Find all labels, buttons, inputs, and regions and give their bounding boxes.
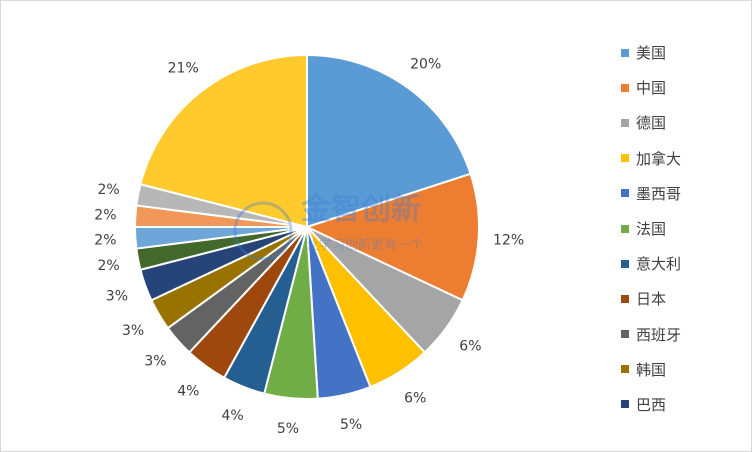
legend-item: 巴西 xyxy=(621,387,681,422)
legend-label: 中国 xyxy=(636,79,667,98)
legend-swatch xyxy=(621,189,629,198)
legend-item: 意大利 xyxy=(621,246,681,281)
data-label-日本: 4% xyxy=(177,383,199,399)
data-label-加拿大: 6% xyxy=(404,391,426,407)
data-label-西班牙: 3% xyxy=(144,354,166,370)
legend-label: 加拿大 xyxy=(636,149,682,168)
legend-swatch xyxy=(621,330,629,339)
legend-label: 巴西 xyxy=(636,395,667,414)
legend-item: 西班牙 xyxy=(621,317,681,352)
legend-label: 美国 xyxy=(636,44,667,63)
data-label-巴西: 3% xyxy=(106,288,128,304)
pie-slices xyxy=(133,53,480,400)
legend-label: 法国 xyxy=(636,220,667,239)
legend-swatch xyxy=(621,224,629,233)
data-label-other-15: 21% xyxy=(168,60,199,76)
legend-label: 墨西哥 xyxy=(636,184,682,203)
legend-label: 日本 xyxy=(636,290,667,309)
legend-swatch xyxy=(621,48,629,57)
legend-swatch xyxy=(621,294,629,303)
data-label-other-14: 2% xyxy=(97,182,119,198)
legend-item: 法国 xyxy=(621,211,681,246)
data-label-德国: 6% xyxy=(459,339,481,355)
legend-swatch xyxy=(621,365,629,374)
legend-label: 西班牙 xyxy=(636,325,682,344)
legend-item: 日本 xyxy=(621,281,681,316)
legend-item: 加拿大 xyxy=(621,141,681,176)
legend-label: 德国 xyxy=(636,114,667,133)
legend-swatch xyxy=(621,118,629,127)
legend-item: 韩国 xyxy=(621,352,681,387)
data-label-韩国: 3% xyxy=(122,323,144,339)
legend-swatch xyxy=(621,154,629,163)
data-label-墨西哥: 5% xyxy=(340,417,362,433)
data-label-other-11: 2% xyxy=(97,258,119,274)
legend-label: 意大利 xyxy=(636,255,682,274)
legend-label: 韩国 xyxy=(636,360,667,379)
data-label-美国: 20% xyxy=(410,57,441,73)
pie-slice-中国 xyxy=(304,172,480,302)
legend-item: 美国 xyxy=(621,35,681,70)
legend-swatch xyxy=(621,83,629,92)
pie-data-labels: 20%12%6%6%5%5%4%4%3%3%3%2%2%2%2%21% xyxy=(94,57,524,438)
pie-slice-other-15 xyxy=(139,53,308,229)
legend: 美国中国德国加拿大墨西哥法国意大利日本西班牙韩国巴西 xyxy=(621,35,681,422)
legend-swatch xyxy=(621,259,629,268)
legend-item: 中国 xyxy=(621,70,681,105)
data-label-other-13: 2% xyxy=(94,207,116,223)
data-label-法国: 5% xyxy=(277,421,299,437)
data-label-中国: 12% xyxy=(493,233,524,249)
pie-slice-美国 xyxy=(306,53,472,229)
legend-swatch xyxy=(621,400,629,409)
data-label-other-12: 2% xyxy=(94,233,116,249)
data-label-意大利: 4% xyxy=(221,408,243,424)
legend-item: 德国 xyxy=(621,105,681,140)
legend-item: 墨西哥 xyxy=(621,176,681,211)
